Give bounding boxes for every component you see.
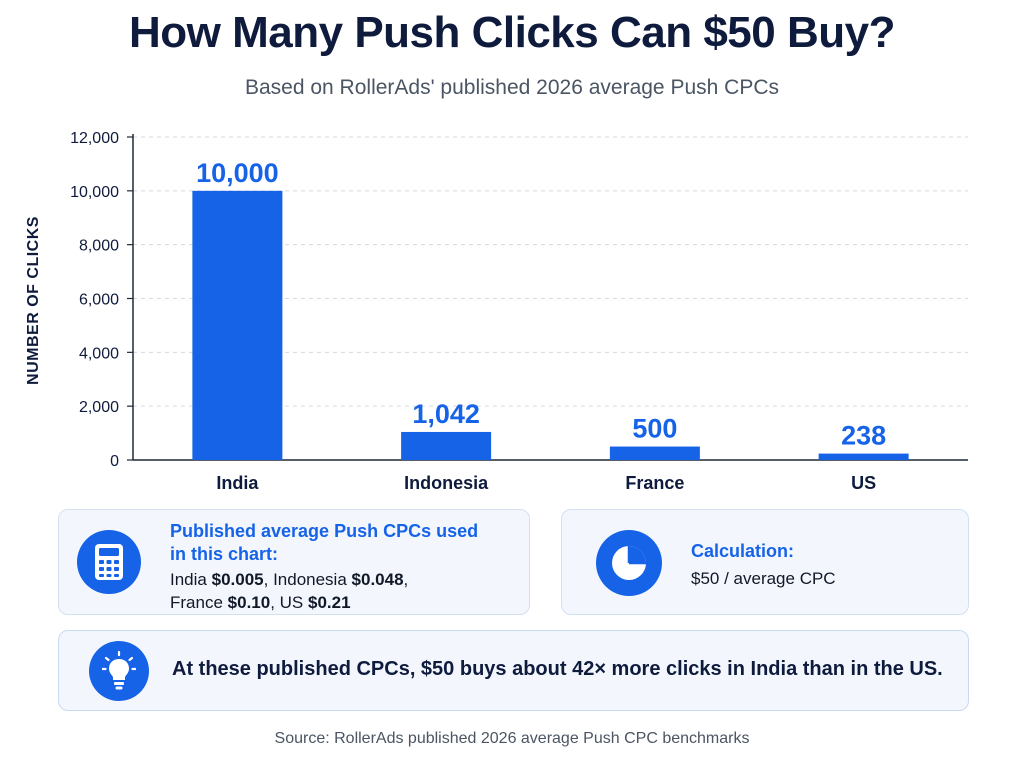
calculation-card: Calculation: $50 / average CPC <box>561 509 969 615</box>
insight-text: At these published CPCs, $50 buys about … <box>172 658 943 680</box>
cpc-value: $0.048 <box>351 570 404 589</box>
x-category-label: France <box>625 473 684 493</box>
y-tick-label: 10,000 <box>70 184 119 201</box>
cpc-list: India $0.005, Indonesia $0.048, France $… <box>170 570 409 612</box>
cpc-country: France <box>170 593 223 612</box>
x-category-label: US <box>851 473 876 493</box>
chart-title: How Many Push Clicks Can $50 Buy? <box>129 8 895 57</box>
bar-france <box>609 446 700 460</box>
calculation-heading: Calculation: <box>691 541 795 561</box>
cpc-country: US <box>279 593 304 612</box>
source-note: Source: RollerAds published 2026 average… <box>274 730 750 747</box>
cpc-value: $0.10 <box>227 593 271 612</box>
bar-value-label: 10,000 <box>196 158 279 188</box>
bar-us <box>818 453 909 460</box>
y-tick-label: 8,000 <box>79 238 119 255</box>
pie-chart-icon <box>596 530 662 596</box>
lightbulb-icon <box>89 641 149 701</box>
y-tick-label: 0 <box>110 453 119 470</box>
bar-value-label: 1,042 <box>412 399 480 429</box>
x-category-label: India <box>216 473 259 493</box>
y-tick-label: 12,000 <box>70 130 119 147</box>
y-tick-label: 2,000 <box>79 399 119 416</box>
x-category-label: Indonesia <box>404 473 489 493</box>
y-tick-label: 6,000 <box>79 292 119 309</box>
cpc-value: $0.005 <box>211 570 264 589</box>
bar-india <box>192 190 283 460</box>
cpc-country: Indonesia <box>273 570 347 589</box>
chart-subtitle: Based on RollerAds' published 2026 avera… <box>244 76 779 99</box>
y-axis-title: NUMBER OF CLICKS <box>25 216 42 385</box>
cpc-card-heading: Published average Push CPCs used in this… <box>170 521 479 564</box>
y-tick-label: 4,000 <box>79 345 119 362</box>
cpc-value: $0.21 <box>308 593 351 612</box>
cpc-country: India <box>170 570 207 589</box>
insight-banner: At these published CPCs, $50 buys about … <box>58 630 969 711</box>
calculation-formula: $50 / average CPC <box>691 569 836 588</box>
bar-indonesia <box>401 431 492 460</box>
bar-chart: 0 2,000 4,000 6,000 8,000 10,000 12,000 NUMBER … <box>25 130 968 493</box>
calculator-icon <box>77 530 141 594</box>
bar-value-label: 238 <box>841 421 886 451</box>
cpc-info-card: Published average Push CPCs used in this… <box>58 509 530 615</box>
bar-value-label: 500 <box>632 414 677 444</box>
